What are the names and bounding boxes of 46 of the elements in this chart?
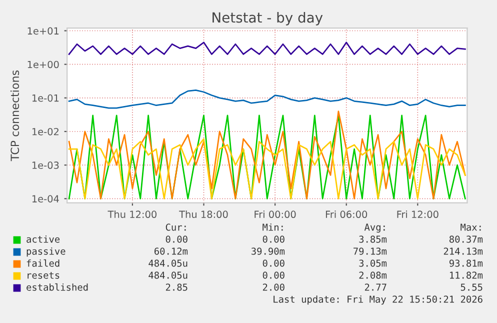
text: 2.77 bbox=[364, 284, 386, 291]
line-series bbox=[68, 89, 466, 109]
text: 2.00 bbox=[262, 284, 284, 291]
text: 60.12m bbox=[154, 248, 188, 255]
y-tick-label: 1e+00 bbox=[28, 60, 59, 68]
text: Last update: Fri May 22 15:50:21 2026 bbox=[274, 295, 482, 305]
line-series bbox=[68, 42, 466, 55]
text: 39.90m bbox=[252, 248, 285, 255]
text: 79.13m bbox=[354, 248, 387, 255]
text: 0.00 bbox=[166, 236, 188, 243]
y-tick-label: 1e-04 bbox=[32, 195, 59, 202]
legend-label: passive bbox=[26, 247, 66, 257]
legend-label: resets bbox=[28, 272, 60, 279]
legend-label: failed bbox=[26, 259, 60, 267]
legend-label: active bbox=[26, 235, 60, 243]
text: 0.00 bbox=[262, 260, 284, 267]
y-tick-label: 1e-01 bbox=[32, 94, 59, 102]
text: Cur: bbox=[166, 224, 186, 231]
text: 80.37m bbox=[449, 236, 483, 243]
x-tick-label: Thu 18:00 bbox=[179, 210, 228, 218]
text: Max: bbox=[460, 224, 481, 231]
text: 0.00 bbox=[262, 236, 284, 243]
text: 3.05m bbox=[359, 260, 387, 267]
y-tick-label: 1e+01 bbox=[28, 27, 59, 35]
text: 93.81m bbox=[449, 260, 483, 267]
x-tick-label: Fri 12:00 bbox=[397, 210, 438, 218]
text: 2.08m bbox=[359, 272, 387, 279]
text: 484.05u bbox=[148, 272, 188, 279]
y-tick-label: 1e-02 bbox=[32, 128, 58, 136]
x-tick-label: Thu 12:00 bbox=[108, 210, 156, 218]
text: 5.55 bbox=[460, 284, 482, 291]
text: 0.00 bbox=[262, 272, 284, 279]
y-axis-title: TCP connections bbox=[10, 70, 20, 162]
x-tick-label: Fri 00:00 bbox=[254, 210, 296, 218]
text: Avg: bbox=[364, 224, 385, 233]
legend-label: established bbox=[26, 283, 88, 291]
text: 3.85m bbox=[359, 236, 387, 243]
text: 484.05u bbox=[148, 260, 188, 267]
y-tick-label: 1e-03 bbox=[32, 162, 59, 169]
text: 11.82m bbox=[450, 272, 483, 279]
chart-title: Netstat - by day bbox=[212, 12, 323, 26]
text: 2.85 bbox=[166, 284, 188, 291]
text: Min: bbox=[262, 223, 283, 231]
line-series bbox=[68, 138, 466, 200]
text: 214.13m bbox=[444, 248, 483, 255]
x-tick-label: Fri 06:00 bbox=[326, 210, 368, 218]
